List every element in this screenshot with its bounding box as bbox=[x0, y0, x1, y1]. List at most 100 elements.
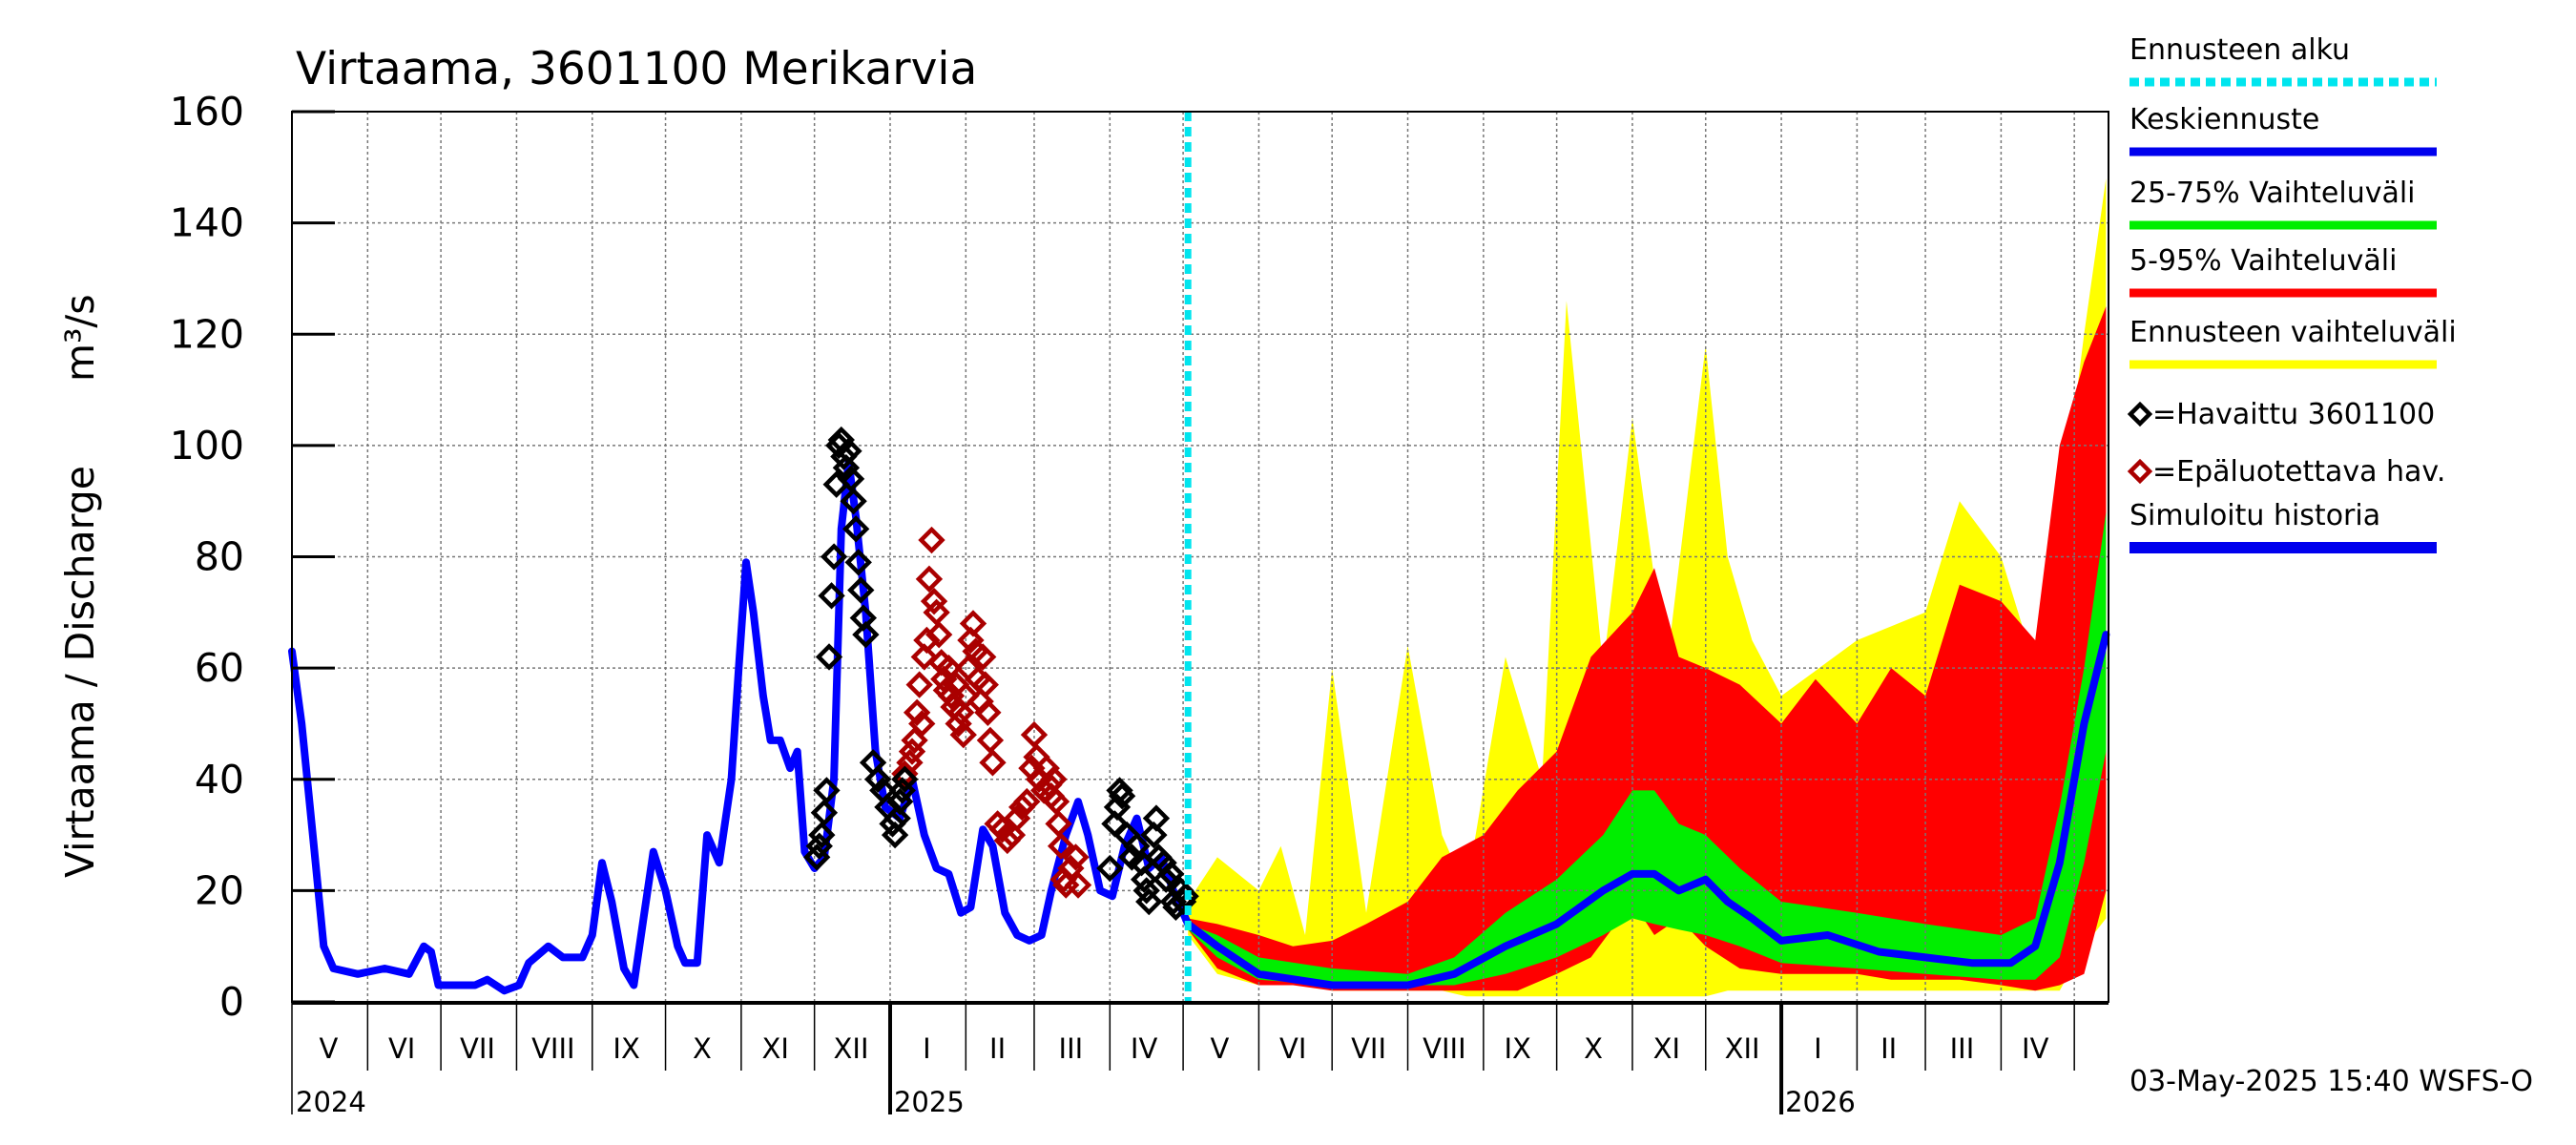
x-month-label: VII bbox=[1351, 1032, 1386, 1065]
band-5-95-vaihteluv-li bbox=[1188, 306, 2107, 991]
unreliable-obs-marker bbox=[1008, 793, 1036, 822]
x-month-label: VIII bbox=[531, 1032, 575, 1065]
x-month-label: I bbox=[1814, 1032, 1822, 1065]
axes bbox=[291, 110, 2109, 1114]
x-month-label: III bbox=[1059, 1032, 1084, 1065]
unreliable-obs-marker bbox=[913, 626, 941, 655]
unreliable-obs-marker bbox=[1064, 871, 1092, 899]
x-month-label: II bbox=[989, 1032, 1006, 1065]
unreliable-obs-marker bbox=[949, 720, 977, 749]
unreliable-obs-marker bbox=[903, 698, 931, 726]
observed-marker bbox=[852, 620, 880, 649]
observed-marker bbox=[832, 454, 861, 482]
observed-marker bbox=[864, 765, 892, 793]
x-month-label: IV bbox=[2022, 1032, 2049, 1065]
y-tick-label: 80 bbox=[195, 534, 244, 580]
unreliable-obs-marker bbox=[952, 682, 980, 710]
band-25-75-vaihteluv-li bbox=[1188, 511, 2107, 986]
y-tick-label: 0 bbox=[219, 979, 244, 1025]
x-month-label: V bbox=[319, 1032, 338, 1065]
forecast-bands bbox=[1188, 178, 2107, 997]
y-tick-label: 160 bbox=[170, 89, 244, 135]
unreliable-obs-marker bbox=[1020, 720, 1049, 749]
x-month-label: IX bbox=[613, 1032, 639, 1065]
x-month-label: III bbox=[1950, 1032, 1975, 1065]
observation-markers bbox=[803, 426, 1199, 922]
legend-label-keskiennuste: Keskiennuste bbox=[2129, 103, 2319, 136]
observed-marker bbox=[1142, 804, 1171, 832]
legend-marker-havaittu-3601100 bbox=[2127, 401, 2153, 427]
unreliable-obs-marker bbox=[959, 610, 987, 637]
flow-lines bbox=[288, 458, 2110, 995]
unreliable-obs-marker bbox=[993, 826, 1022, 855]
observed-marker bbox=[1135, 887, 1163, 916]
x-month-label: IV bbox=[1131, 1032, 1158, 1065]
observed-marker bbox=[1106, 777, 1133, 804]
observed-marker bbox=[881, 821, 909, 849]
unreliable-obs-marker bbox=[1045, 810, 1072, 838]
series-keskiennuste bbox=[1184, 631, 2110, 989]
x-month-label: XII bbox=[834, 1032, 869, 1065]
legend-label-ennusteen-vaihteluv-li: Ennusteen vaihteluväli bbox=[2129, 316, 2457, 349]
observed-marker bbox=[835, 437, 862, 465]
x-month-label: II bbox=[1880, 1032, 1897, 1065]
x-month-label: IX bbox=[1504, 1032, 1530, 1065]
observed-marker bbox=[813, 777, 841, 804]
observed-marker bbox=[810, 799, 839, 826]
legend-label-simuloitu-historia: Simuloitu historia bbox=[2129, 499, 2380, 532]
unreliable-obs-marker bbox=[910, 643, 938, 671]
y-tick-label: 120 bbox=[170, 311, 244, 357]
observed-marker bbox=[808, 821, 836, 849]
observed-marker bbox=[830, 443, 858, 470]
unreliable-obs-marker bbox=[920, 587, 948, 615]
legend-label-5-95-vaihteluv-li: 5-95% Vaihteluväli bbox=[2129, 244, 2397, 278]
x-year-label: 2025 bbox=[894, 1086, 965, 1118]
chart-title: Virtaama, 3601100 Merikarvia bbox=[296, 43, 977, 95]
observed-marker bbox=[1108, 782, 1136, 810]
y-axis-label: Virtaama / Discharge bbox=[57, 466, 103, 878]
unreliable-obs-marker bbox=[974, 698, 1002, 726]
observed-marker bbox=[879, 810, 906, 838]
x-month-label: XII bbox=[1725, 1032, 1760, 1065]
observed-marker bbox=[815, 643, 843, 671]
unreliable-obs-marker bbox=[947, 698, 975, 726]
observed-marker bbox=[818, 582, 845, 610]
unreliable-obs-marker bbox=[998, 821, 1027, 849]
x-month-label: VI bbox=[388, 1032, 415, 1065]
unreliable-obs-marker bbox=[908, 710, 936, 738]
unreliable-obs-marker bbox=[969, 643, 997, 671]
observed-marker bbox=[841, 515, 870, 543]
y-axis-unit: m³/s bbox=[57, 294, 103, 382]
x-month-label: V bbox=[1211, 1032, 1230, 1065]
observed-marker bbox=[837, 465, 865, 493]
observed-marker bbox=[1152, 865, 1180, 893]
observed-marker bbox=[1130, 865, 1158, 893]
y-tick-label: 140 bbox=[170, 200, 244, 246]
y-tick-label: 20 bbox=[195, 867, 244, 913]
observed-marker bbox=[1140, 821, 1168, 849]
legend-label-ep-luotettava-hav: =Epäluotettava hav. bbox=[2152, 455, 2445, 489]
unreliable-obs-marker bbox=[1013, 787, 1041, 816]
x-month-label: XI bbox=[761, 1032, 788, 1065]
unreliable-obs-marker bbox=[918, 526, 945, 554]
footer-timestamp: 03-May-2025 15:40 WSFS-O bbox=[2129, 1065, 2533, 1098]
unreliable-obs-marker bbox=[971, 671, 999, 698]
unreliable-obs-marker bbox=[979, 749, 1007, 777]
x-month-label: I bbox=[923, 1032, 931, 1065]
unreliable-obs-marker bbox=[1062, 843, 1090, 871]
unreliable-obs-marker bbox=[976, 726, 1005, 755]
legend-label-ennusteen-alku: Ennusteen alku bbox=[2129, 33, 2350, 67]
x-year-label: 2026 bbox=[1785, 1086, 1856, 1118]
legend-marker-ep-luotettava-hav bbox=[2127, 458, 2153, 485]
observed-marker bbox=[1132, 877, 1160, 905]
y-tick-label: 40 bbox=[195, 757, 244, 802]
y-tick-label: 100 bbox=[170, 423, 244, 468]
y-tick-label: 60 bbox=[195, 645, 244, 691]
observed-marker bbox=[840, 488, 867, 515]
x-month-label: VIII bbox=[1423, 1032, 1466, 1065]
unreliable-obs-marker bbox=[1040, 765, 1068, 793]
unreliable-obs-marker bbox=[957, 626, 985, 655]
x-month-label: XI bbox=[1653, 1032, 1680, 1065]
